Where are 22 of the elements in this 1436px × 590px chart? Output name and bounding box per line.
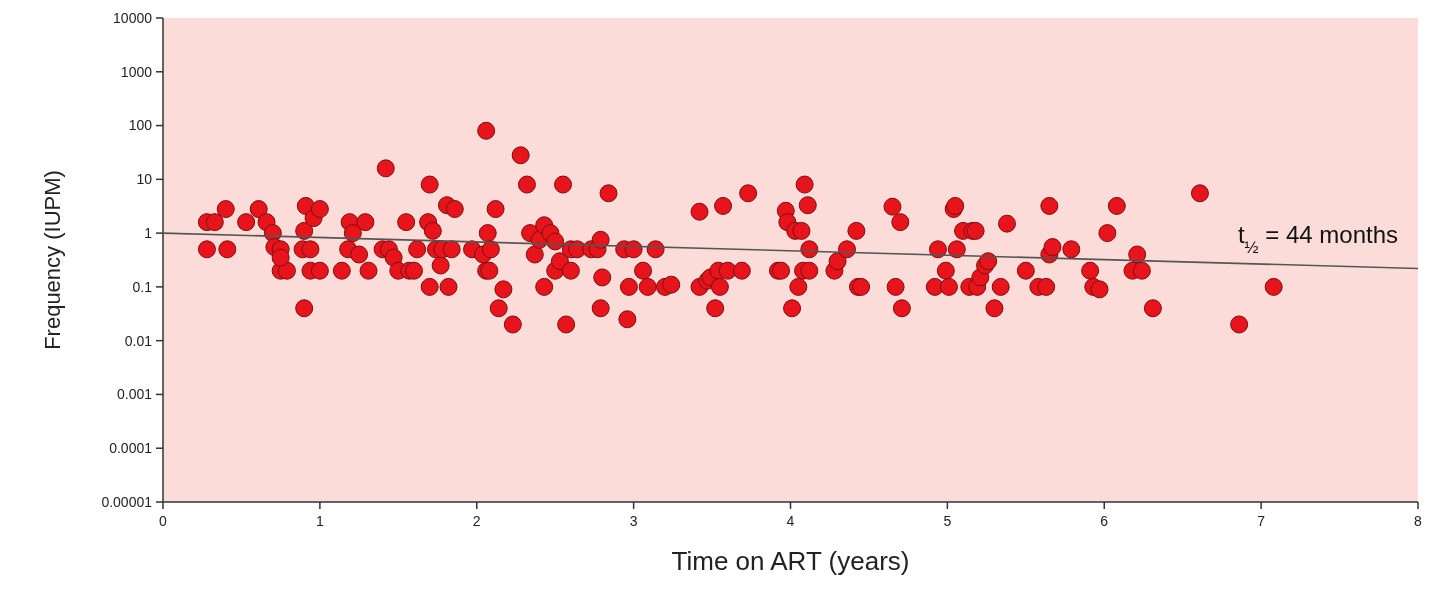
x-tick-label: 1 — [315, 513, 324, 529]
y-tick-label: 10 — [136, 171, 153, 188]
x-tick-label: 4 — [786, 513, 795, 529]
x-tick-label: 0 — [159, 513, 168, 529]
y-tick-label: 1000 — [120, 63, 153, 80]
y-tick-label: 1 — [144, 225, 153, 242]
x-tick-label: 5 — [943, 513, 952, 529]
y-tick-label: 10000 — [113, 9, 153, 26]
y-tick-label: 0.01 — [124, 332, 153, 349]
x-tick-label: 8 — [1414, 513, 1423, 529]
x-tick-label: 7 — [1257, 513, 1266, 529]
x-tick-label: 2 — [472, 513, 481, 529]
x-axis-title: Time on ART (years) — [671, 546, 910, 576]
y-tick-label: 0.001 — [116, 386, 153, 403]
annotation: t$_{½}$ = 44 months — [1237, 221, 1398, 257]
x-tick-label: 6 — [1100, 513, 1109, 529]
y-axis-title: Frequency (IUPM) — [40, 170, 65, 350]
y-tick-label: 0.0001 — [109, 440, 153, 457]
y-tick-label: 0.00001 — [101, 493, 153, 510]
y-tick-label: 0.1 — [132, 278, 153, 295]
x-tick-label: 3 — [629, 513, 638, 529]
y-tick-label: 100 — [128, 117, 153, 134]
